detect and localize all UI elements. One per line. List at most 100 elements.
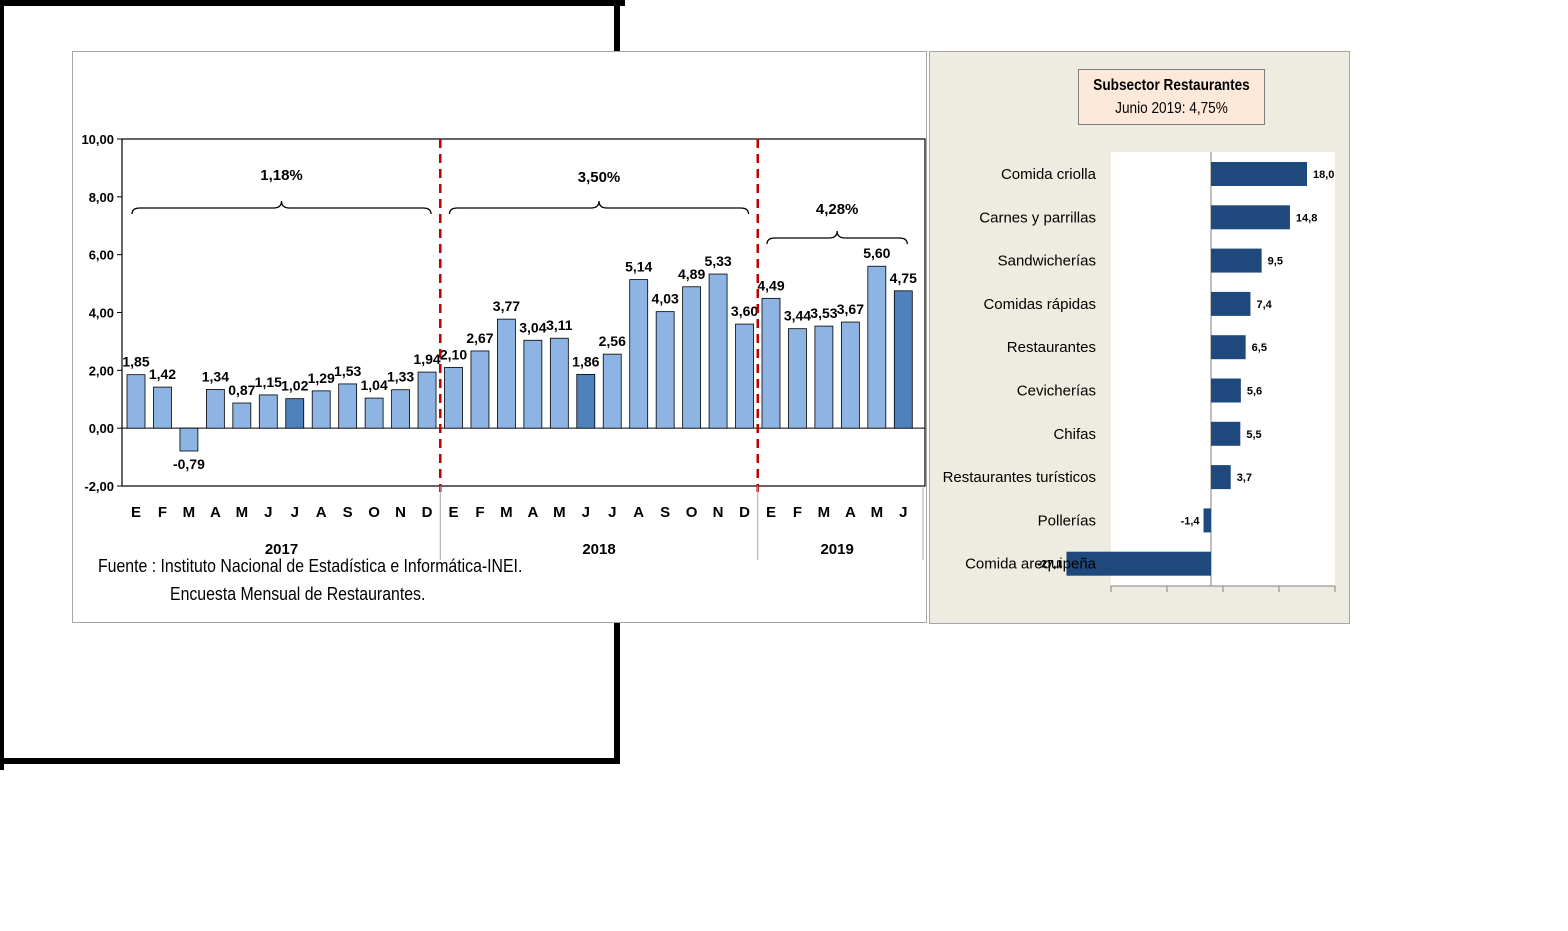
average-label: 1,18% [260,167,303,184]
bar-data-label: 2,67 [466,330,493,346]
subsector-category-label: Sandwicherías [998,253,1096,270]
bar-data-label: 4,89 [678,266,705,282]
subsector-category-label: Restaurantes turísticos [943,469,1096,486]
bar-month [549,337,569,429]
y-tick-label: 0,00 [89,421,114,436]
bar-month [153,386,172,429]
subsector-category-label: Restaurantes [1007,339,1096,356]
average-label: 3,50% [578,169,621,186]
average-brace [448,200,750,215]
month-label: N [395,504,406,521]
month-label: J [582,504,590,521]
bar-month [205,389,225,429]
y-tick-label: 6,00 [89,248,114,263]
month-label: O [686,504,698,521]
month-label: N [713,504,724,521]
bar-month [708,273,728,429]
bar-month [179,427,199,452]
month-label: E [766,504,776,521]
bar-data-label: 5,60 [863,245,890,261]
subsector-data-label: -1,4 [1181,515,1201,527]
bar-month [761,297,781,429]
subsector-category-label: Comida arequipeña [965,556,1097,573]
bar-data-label: 5,14 [625,259,652,275]
month-label: F [158,504,167,521]
bar-data-label: 3,11 [546,317,573,333]
month-label: M [553,504,566,521]
month-label: J [899,504,907,521]
month-label: E [131,504,141,521]
month-label: F [793,504,802,521]
y-tick-label: 4,00 [89,306,114,321]
bar-month [523,339,543,429]
bar-month [311,390,331,429]
subsector-bar [1211,205,1290,230]
bar-data-label: 0,87 [228,382,255,398]
subsector-data-label: 6,5 [1252,342,1267,354]
bar-month [470,350,490,429]
subsector-category-label: Pollerías [1038,512,1096,529]
subsector-bar [1211,465,1231,490]
month-label: A [316,504,327,521]
y-tick-label: 2,00 [89,363,114,378]
bar-month [391,389,410,429]
bar-data-label: 1,86 [572,353,599,369]
bar-data-label: 1,94 [413,351,440,367]
subsector-data-label: 7,4 [1256,299,1272,311]
bar-month [602,353,622,429]
bar-data-label: 3,04 [519,319,546,335]
bar-data-label: 1,53 [334,363,361,379]
bar-data-label: 1,29 [308,370,335,386]
bar-data-label: 1,34 [202,368,229,384]
month-label: M [818,504,831,521]
subsector-bar [1211,162,1307,186]
bar-data-label: 4,75 [890,270,917,286]
bar-data-label: 4,03 [652,291,679,307]
bar-month [814,325,834,429]
bar-month [893,290,913,429]
subsector-data-label: 3,7 [1237,472,1252,484]
bar-month [126,374,146,429]
bar-data-label: 3,67 [837,301,864,317]
month-label: A [633,504,644,521]
month-label: E [448,504,458,521]
month-label: J [291,504,299,521]
year-label: 2019 [820,541,853,558]
month-label: M [500,504,513,521]
bar-data-label: -0,79 [173,456,205,472]
year-label: 2017 [265,541,298,558]
bar-data-label: 4,49 [757,277,784,293]
bar-data-label: 1,15 [255,374,282,390]
month-label: D [739,504,750,521]
month-label: M [871,504,884,521]
subsector-category-label: Comidas rápidas [983,296,1096,313]
bar-month [338,383,358,429]
bar-data-label: 3,44 [784,308,811,324]
bar-data-label: 2,10 [440,346,467,362]
subsector-category-label: Chifas [1053,426,1096,443]
subsector-data-label: -27,1 [1037,559,1062,571]
subsector-bar [1211,248,1262,273]
bar-month [788,328,807,429]
subsector-subtitle: Junio 2019: 4,75% [1115,100,1228,117]
subsector-category-label: Carnes y parrillas [979,209,1096,226]
month-label: O [368,504,380,521]
bar-data-label: 1,42 [149,366,176,382]
average-brace [766,230,908,245]
bar-data-label: 1,04 [360,377,387,393]
bar-month [285,398,305,429]
month-label: J [608,504,616,521]
subsector-bar [1211,378,1241,403]
average-label: 4,28% [816,201,859,218]
bar-month [364,397,384,429]
subsector-data-label: 14,8 [1296,212,1317,224]
year-label: 2018 [582,541,615,558]
month-label: S [343,504,353,521]
bar-month [629,279,649,429]
month-label: F [475,504,484,521]
bar-month [655,311,675,429]
month-label: A [845,504,856,521]
month-label: S [660,504,670,521]
bar-month [444,367,463,429]
